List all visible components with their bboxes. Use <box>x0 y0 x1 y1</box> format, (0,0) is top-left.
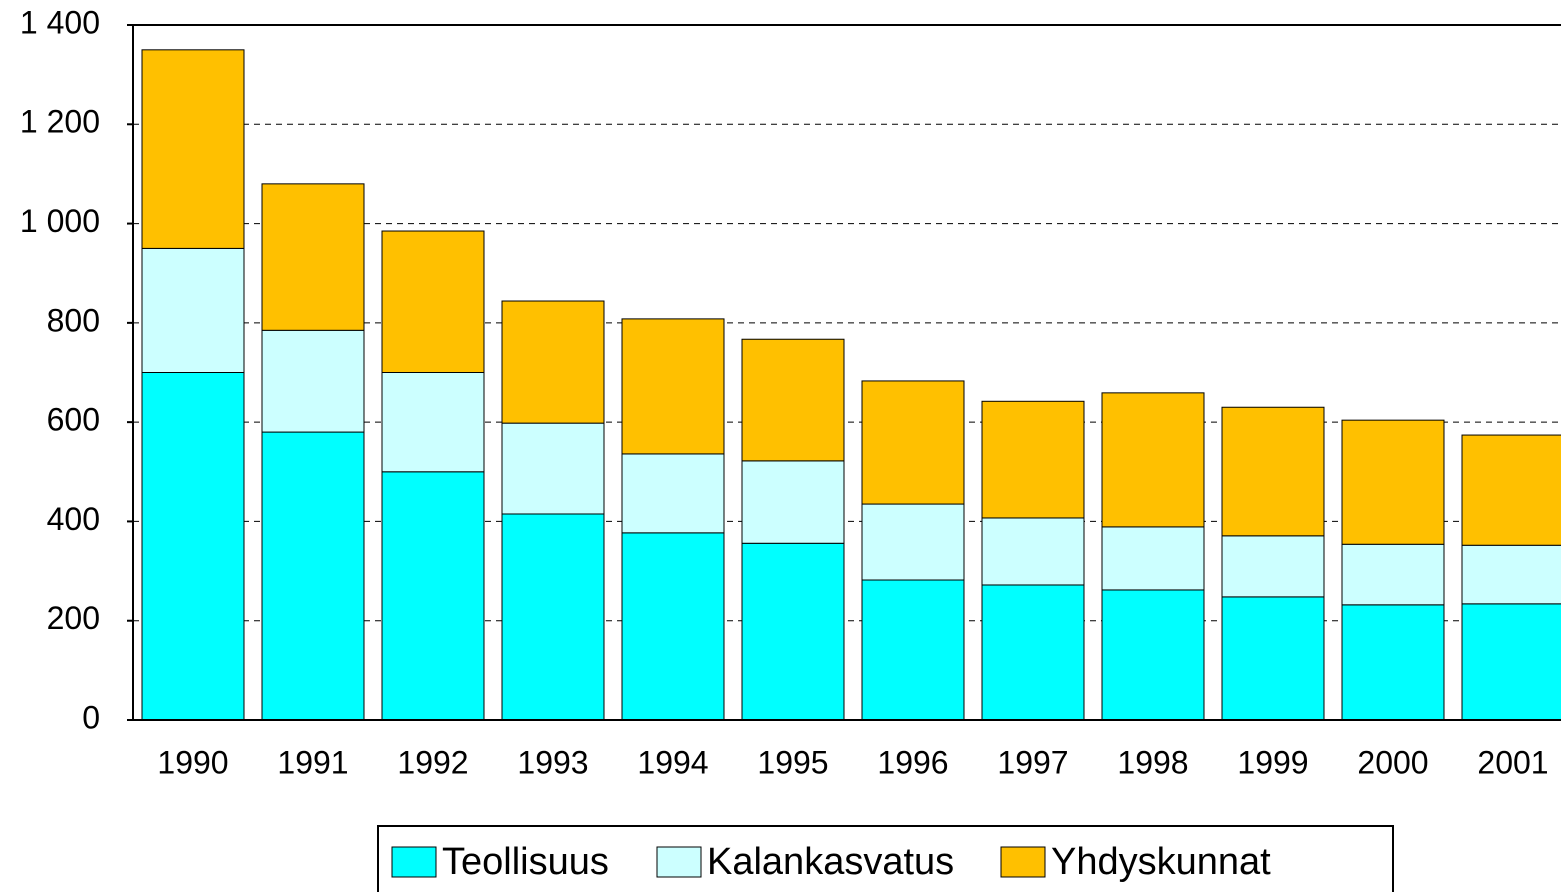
x-tick-label: 1998 <box>1117 744 1188 780</box>
x-tick-label: 1990 <box>157 744 228 780</box>
bar-segment <box>141 247 245 373</box>
bar-segment <box>1341 419 1445 545</box>
bar-segment <box>1221 406 1325 537</box>
x-tick-label: 1992 <box>397 744 468 780</box>
y-tick-label: 0 <box>82 699 100 735</box>
bar-segment <box>981 517 1085 586</box>
legend-swatch <box>1000 846 1046 878</box>
bar-segment <box>861 579 965 721</box>
bar-segment <box>621 453 725 534</box>
bar-segment <box>381 372 485 473</box>
x-tick-label: 2000 <box>1357 744 1428 780</box>
x-tick-label: 1995 <box>757 744 828 780</box>
y-tick-label: 1 400 <box>20 4 100 40</box>
bar-segment <box>261 431 365 721</box>
y-tick-label: 200 <box>47 600 100 636</box>
x-tick-label: 1999 <box>1237 744 1308 780</box>
bar-segment <box>501 300 605 424</box>
bar-segment <box>1461 544 1561 605</box>
legend-label: Teollisuus <box>442 841 609 883</box>
bar-segment <box>741 460 845 544</box>
legend-label: Kalankasvatus <box>707 841 954 883</box>
bar-segment <box>1101 526 1205 591</box>
x-tick-label: 1991 <box>277 744 348 780</box>
x-tick-label: 1996 <box>877 744 948 780</box>
bar-segment <box>981 584 1085 721</box>
bar-segment <box>981 400 1085 519</box>
legend-swatch <box>656 846 702 878</box>
y-tick-label: 1 200 <box>20 104 100 140</box>
x-tick-label: 1993 <box>517 744 588 780</box>
bar-segment <box>261 183 365 331</box>
bar-segment <box>501 513 605 721</box>
y-tick-label: 400 <box>47 501 100 537</box>
x-tick-label: 1994 <box>637 744 708 780</box>
bar-segment <box>1341 604 1445 721</box>
y-tick-label: 800 <box>47 302 100 338</box>
bar-segment <box>861 503 965 581</box>
bar-segment <box>1101 392 1205 528</box>
bar-segment <box>1221 596 1325 721</box>
bar-segment <box>381 471 485 721</box>
legend-box <box>377 825 1394 892</box>
bar-segment <box>381 230 485 373</box>
bar-segment <box>1101 589 1205 721</box>
bar-segment <box>1461 603 1561 721</box>
x-tick-label: 1997 <box>997 744 1068 780</box>
bar-segment <box>501 422 605 515</box>
bar-segment <box>141 49 245 249</box>
legend-label: Yhdyskunnat <box>1051 841 1271 883</box>
x-tick-label: 2001 <box>1477 744 1548 780</box>
bar-segment <box>741 542 845 721</box>
bar-segment <box>741 338 845 462</box>
bar-segment <box>621 318 725 455</box>
bar-segment <box>261 329 365 433</box>
bar-segment <box>861 380 965 505</box>
bar-segment <box>1341 543 1445 606</box>
y-tick-label: 1 000 <box>20 203 100 239</box>
legend-swatch <box>391 846 437 878</box>
y-tick-label: 600 <box>47 402 100 438</box>
bar-segment <box>141 372 245 721</box>
bar-segment <box>1461 434 1561 546</box>
bar-segment <box>621 532 725 721</box>
bar-segment <box>1221 535 1325 598</box>
